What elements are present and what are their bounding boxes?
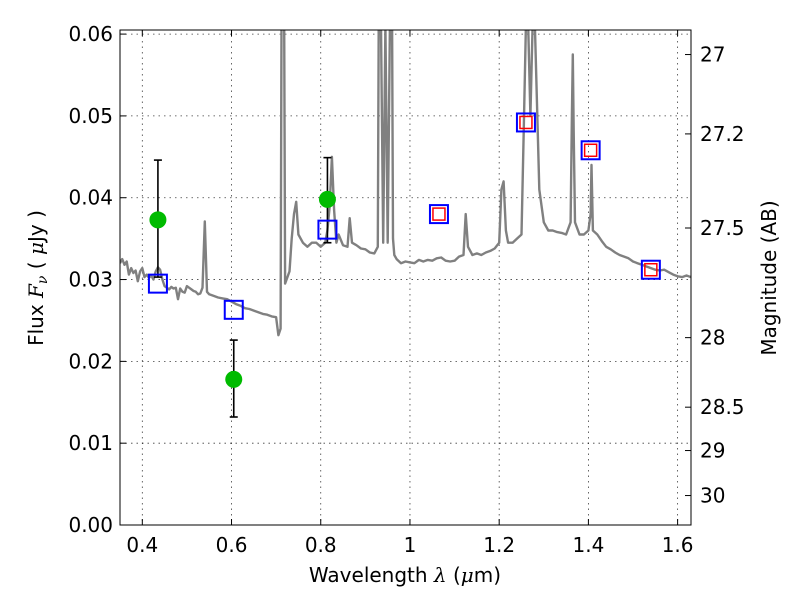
red-square [432,207,446,221]
y-tick-label: 0.00 [68,513,113,537]
plot-frame [119,29,692,526]
plot-area [120,30,691,418]
x-axis: 0.4 0.6 0.8 1 1.2 1.4 1.6 [126,30,694,557]
red-square [519,115,533,130]
magnitude-tick-label: 29 [700,439,725,463]
green-point [318,190,336,208]
y-tick-label: 0.06 [68,22,113,46]
x-tick-label: 0.4 [126,533,158,557]
blue-square [428,204,449,225]
blue-square [580,140,601,161]
magnitude-tick-label: 27 [700,43,725,67]
y-axis: 0.00 0.01 0.02 0.03 0.04 0.05 0.06 [68,22,126,537]
blue-square [223,299,244,320]
magnitude-tick-label: 28.5 [700,395,745,419]
y-tick-label: 0.04 [68,186,113,210]
x-tick-label: 1 [404,533,417,557]
x-axis-label: Wavelength λ (μm) [309,563,501,587]
red-square [644,262,658,277]
x-tick-label: 1.2 [483,533,515,557]
magnitude-tick-label: 27.2 [700,122,745,146]
y-tick-label: 0.03 [68,268,113,292]
blue-square [640,259,661,280]
blue-square [317,219,338,240]
magnitude-tick-label: 27.5 [700,216,745,240]
magnitude-tick-label: 30 [700,484,725,508]
blue-square [515,112,536,133]
magnitude-tick-label: 28 [700,326,725,350]
x-tick-label: 0.8 [305,533,337,557]
green-point [225,370,243,388]
y-tick-label: 0.05 [68,104,113,128]
series-group [120,30,691,418]
y-axis-label: Flux Fν ( μJy ) [24,210,51,346]
spectrum-line [120,30,691,337]
magnitude-axis: 27 27.2 27.5 28 28.5 29 30 [685,43,745,508]
grid-lines [120,30,691,526]
red-square [583,143,598,158]
green-point [149,211,167,229]
blue-square [147,273,168,294]
y-tick-label: 0.01 [68,431,113,455]
x-tick-label: 1.6 [662,533,694,557]
magnitude-axis-label: Magnitude (AB) [757,200,781,355]
x-tick-label: 0.6 [216,533,248,557]
y-tick-label: 0.02 [68,349,113,373]
x-tick-label: 1.4 [572,533,604,557]
